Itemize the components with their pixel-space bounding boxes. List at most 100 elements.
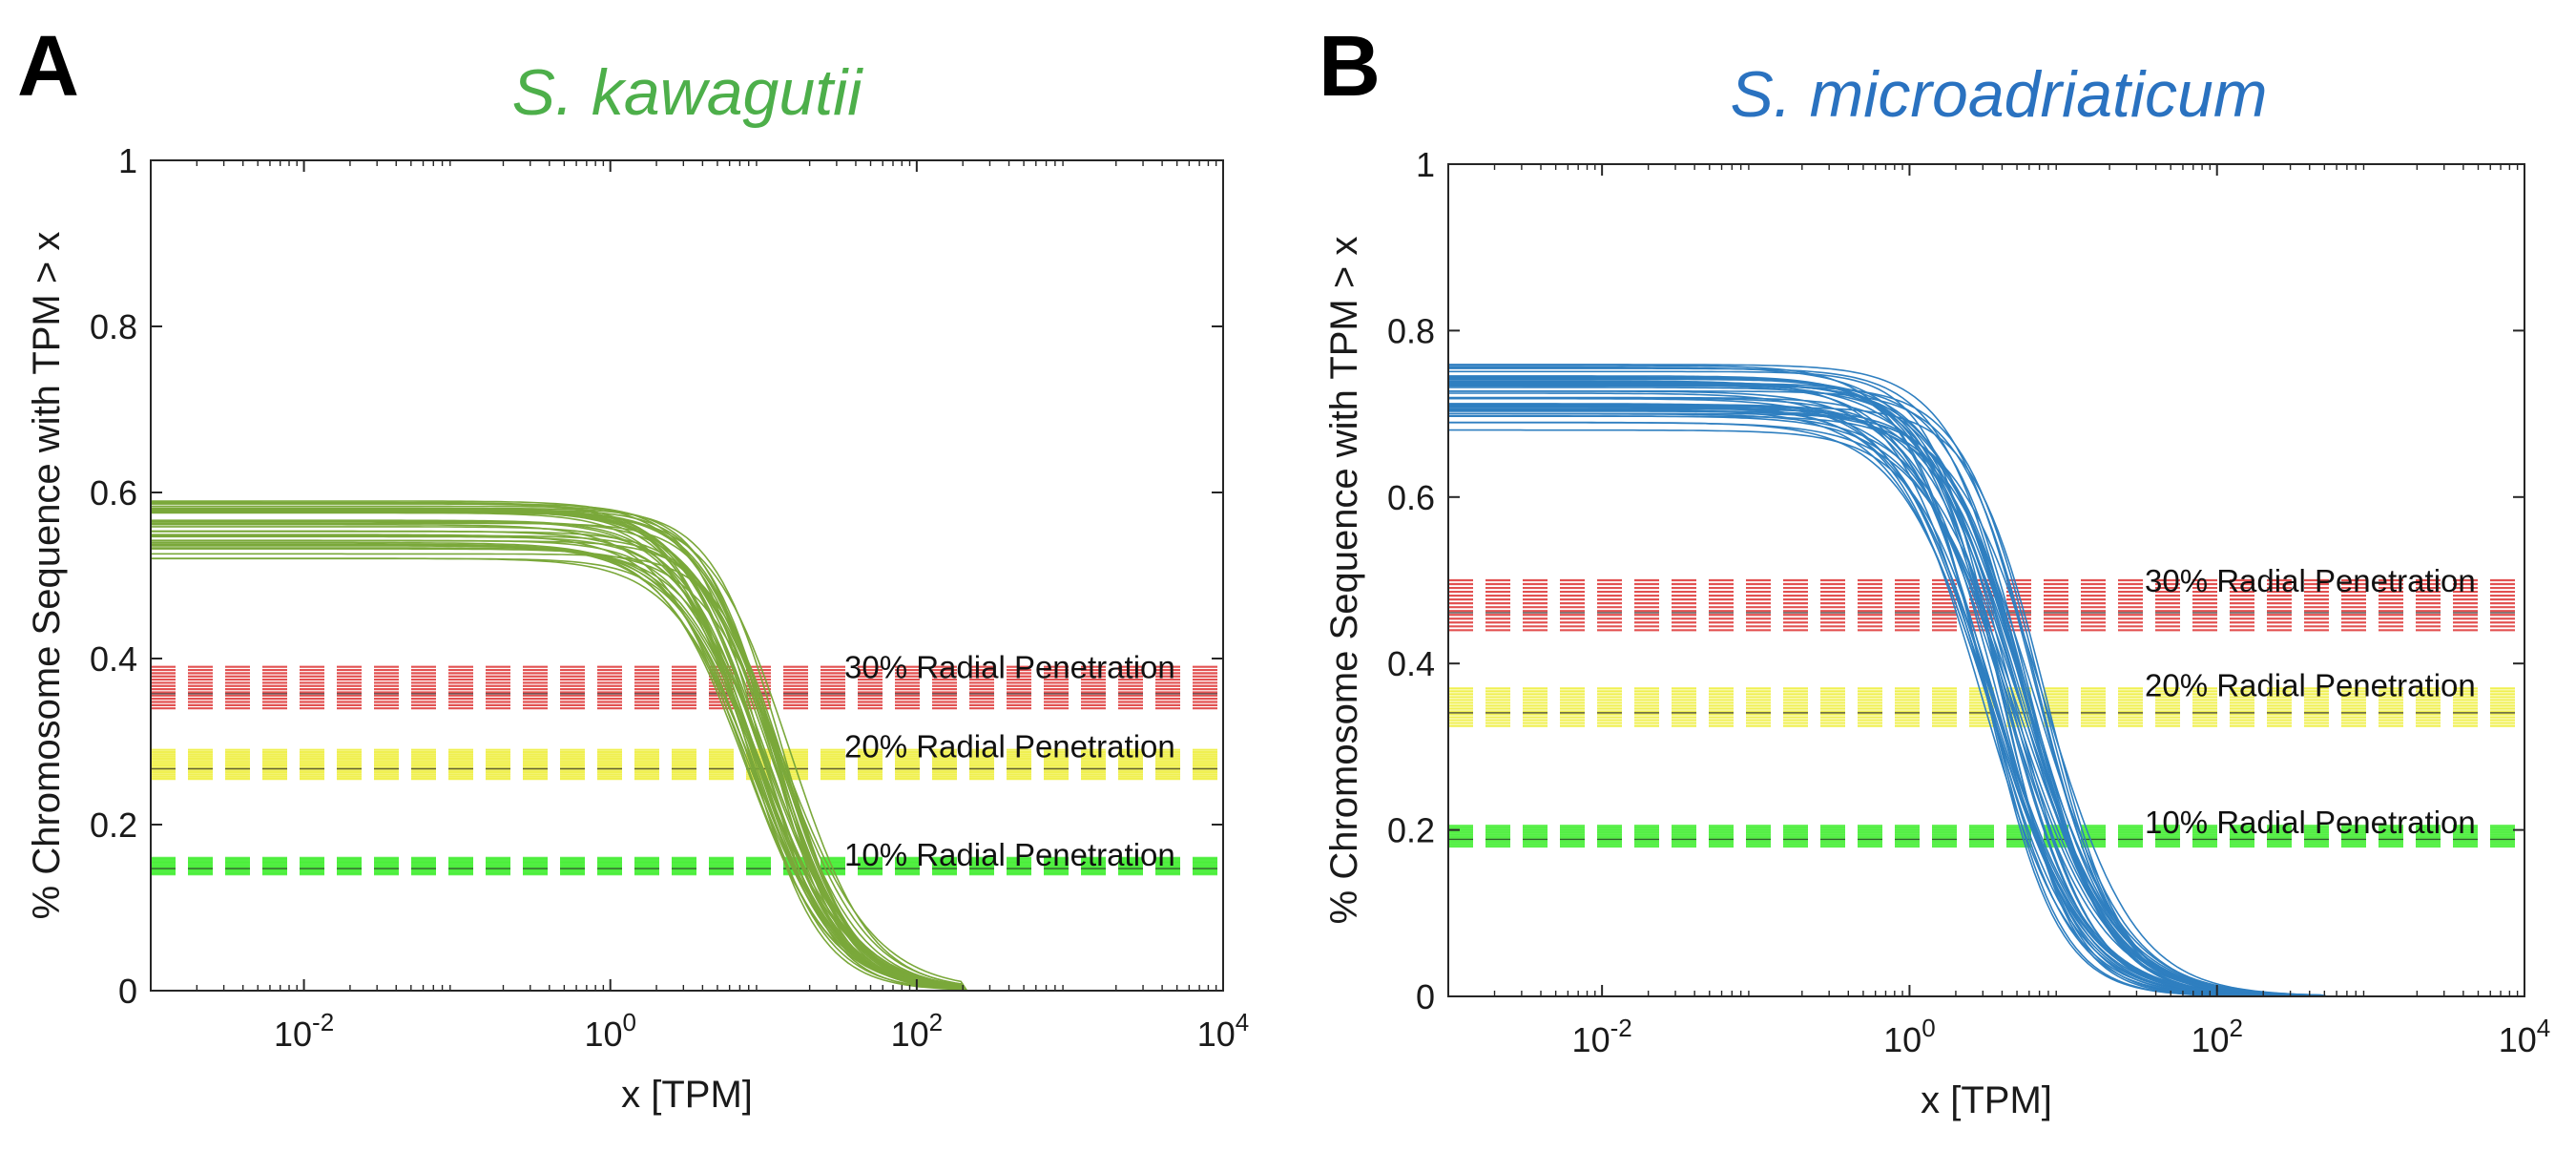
plot-content	[1448, 364, 2524, 996]
curve-line	[1448, 383, 2524, 996]
curve-series	[151, 500, 1223, 991]
band-1	[151, 665, 1223, 710]
x-tick-exponent: 4	[1236, 1008, 1249, 1036]
band-label: 30% Radial Penetration	[844, 650, 1175, 685]
curve-line	[1448, 396, 2524, 996]
y-tick-label: 0.4	[1387, 644, 1435, 683]
x-tick-label: 100	[1883, 1014, 1936, 1059]
x-tick-label: 102	[2191, 1014, 2243, 1059]
curve-line	[1448, 410, 2524, 996]
x-tick-base: 10	[2499, 1020, 2537, 1059]
curve-line	[151, 548, 1223, 991]
x-tick-label: 10-2	[1572, 1014, 1632, 1059]
curve-line	[151, 534, 1223, 991]
x-tick-exponent: 4	[2537, 1014, 2550, 1042]
curve-line	[151, 534, 1223, 991]
curve-line	[1448, 367, 2524, 996]
curve-line	[1448, 429, 2524, 996]
curve-line	[1448, 390, 2524, 996]
band-label: 10% Radial Penetration	[844, 837, 1175, 872]
curve-line	[151, 519, 1223, 991]
band-label: 20% Radial Penetration	[2145, 667, 2476, 702]
x-tick-label: 104	[2499, 1014, 2551, 1059]
y-tick-label: 0.2	[90, 806, 137, 845]
plot-content	[151, 500, 1223, 991]
y-tick-label: 1	[118, 141, 137, 180]
curve-line	[1448, 380, 2524, 996]
axes-box	[150, 159, 1224, 992]
curve-line	[151, 539, 1223, 991]
band-label: 10% Radial Penetration	[2145, 805, 2476, 840]
y-tick-label: 1	[1416, 145, 1435, 184]
chart-title: S. kawagutii	[512, 56, 864, 129]
y-tick-label: 0	[1416, 977, 1435, 1016]
curve-line	[1448, 407, 2524, 996]
chart-title: S. microadriaticum	[1730, 58, 2267, 131]
y-tick-label: 0.8	[1387, 311, 1435, 350]
band-label: 30% Radial Penetration	[2145, 563, 2476, 598]
curve-line	[151, 547, 1223, 991]
panel-b: B S. microadriaticum 30% Radial Penetratio…	[1319, 19, 2550, 1121]
x-tick-exponent: -2	[312, 1008, 334, 1036]
y-tick-label: 0	[118, 972, 137, 1011]
x-tick-label: 100	[584, 1008, 636, 1054]
curve-line	[1448, 381, 2524, 996]
x-tick-exponent: -2	[1610, 1014, 1632, 1042]
curve-line	[151, 530, 1223, 991]
curve-line	[151, 522, 1223, 991]
curve-line	[1448, 382, 2524, 996]
band-3	[151, 856, 1223, 876]
curve-line	[151, 557, 1223, 991]
curve-line	[1448, 403, 2524, 996]
curve-line	[1448, 415, 2524, 996]
y-tick-label: 0.8	[90, 307, 137, 346]
band-3	[1448, 825, 2524, 848]
curve-line	[151, 545, 1223, 991]
x-tick-label: 10-2	[274, 1008, 334, 1054]
x-tick-base: 10	[274, 1015, 312, 1054]
x-tick-exponent: 0	[1922, 1014, 1935, 1042]
curve-line	[151, 502, 1223, 991]
x-tick-label: 104	[1197, 1008, 1250, 1054]
y-tick-label: 0.4	[90, 639, 137, 679]
x-tick-exponent: 0	[623, 1008, 636, 1036]
panel-a: A S. kawagutii 30% Radial Penetration 20% R…	[17, 19, 1249, 1116]
panel-letter: B	[1319, 19, 1381, 115]
x-axis-label: x [TPM]	[1921, 1079, 2052, 1121]
curve-line	[1448, 385, 2524, 996]
curve-line	[1448, 387, 2524, 996]
x-tick-base: 10	[2191, 1020, 2229, 1059]
curve-line	[1448, 370, 2524, 996]
curve-line	[1448, 404, 2524, 996]
band-2	[151, 748, 1223, 781]
x-tick-base: 10	[584, 1015, 622, 1054]
curve-line	[1448, 392, 2524, 996]
curve-line	[1448, 364, 2524, 996]
x-tick-base: 10	[1572, 1020, 1610, 1059]
y-tick-label: 0.2	[1387, 811, 1435, 850]
y-axis-label: % Chromosome Sequence with TPM > x	[1323, 237, 1365, 925]
curve-line	[151, 553, 1223, 991]
curve-line	[1448, 397, 2524, 996]
curve-line	[151, 508, 1223, 991]
y-tick-label: 0.6	[90, 473, 137, 513]
x-axis-label: x [TPM]	[621, 1074, 753, 1116]
x-tick-exponent: 2	[2230, 1014, 2243, 1042]
curve-line	[151, 535, 1223, 991]
x-tick-exponent: 2	[929, 1008, 943, 1036]
curve-line	[151, 511, 1223, 991]
curve-line	[1448, 377, 2524, 996]
band-label: 20% Radial Penetration	[844, 729, 1175, 764]
axes-box	[1447, 163, 2525, 997]
x-tick-base: 10	[1197, 1015, 1236, 1054]
curve-line	[151, 544, 1223, 991]
x-tick-base: 10	[1883, 1020, 1922, 1059]
x-tick-label: 102	[891, 1008, 944, 1054]
curve-series	[1448, 364, 2524, 996]
curve-line	[1448, 412, 2524, 996]
panel-letter: A	[17, 19, 79, 115]
curve-line	[151, 505, 1223, 991]
x-tick-base: 10	[891, 1015, 929, 1054]
curve-line	[1448, 366, 2524, 996]
